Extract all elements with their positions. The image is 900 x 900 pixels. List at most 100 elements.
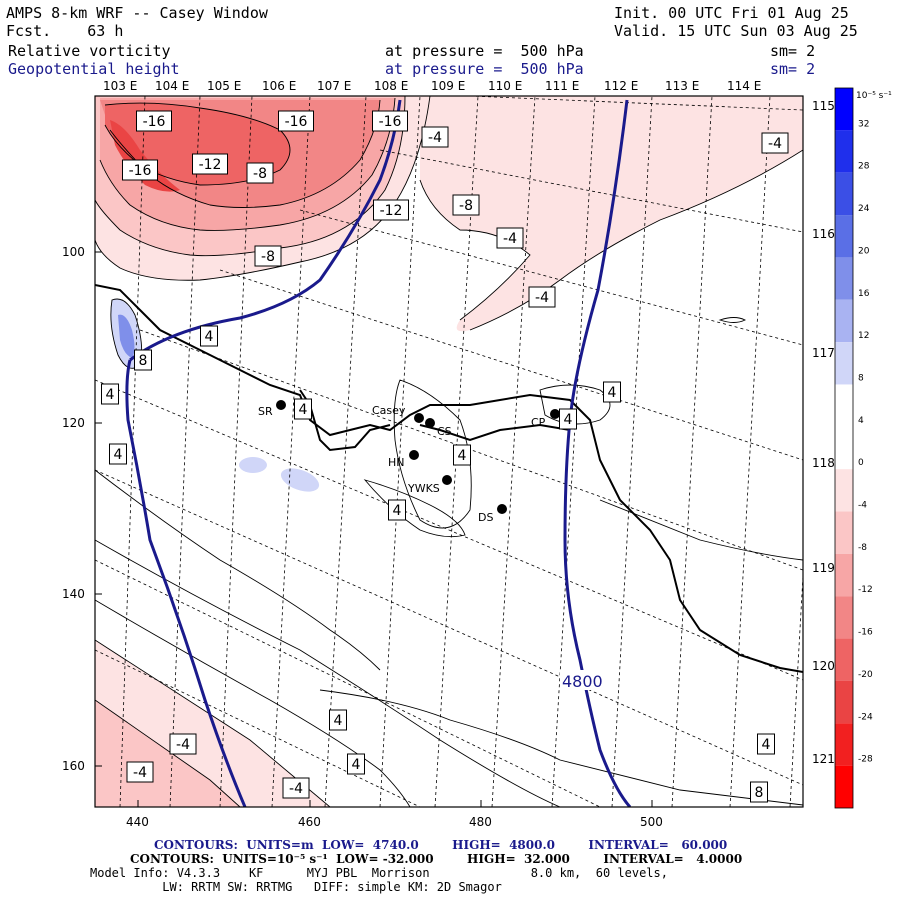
vorticity-label-box [136, 110, 172, 132]
field2-level: at pressure = 500 hPa [385, 60, 584, 78]
colorbar-cell [835, 299, 853, 343]
vorticity-label-box [278, 110, 314, 132]
vorticity-label: 4 [299, 402, 308, 418]
vorticity-label-box [372, 110, 408, 132]
colorbar-unit: 10⁻⁵ s⁻¹ [856, 91, 892, 101]
vorticity-label: -4 [768, 136, 782, 152]
colorbar-cell [835, 426, 853, 470]
map-plot-area: SR Casey CS HN YWKS DS CP 4800 -16 -16 -16… [95, 96, 803, 807]
station-label: Casey [372, 404, 406, 417]
init-time: Init. 00 UTC Fri 01 Aug 25 [614, 4, 849, 22]
vorticity-label: 4 [458, 448, 467, 464]
longitude-label: 112 E [604, 79, 638, 93]
colorbar-cell [835, 638, 853, 681]
colorbar-cell [835, 257, 853, 300]
colorbar-tick-label: -24 [858, 712, 873, 722]
footer-vorticity-contours: CONTOURS: UNITS=10⁻⁵ s⁻¹ LOW= -32.000 HI… [130, 852, 743, 866]
x-grid-ticks: 440 460 480 500 [126, 800, 663, 829]
x-tick-label: 440 [126, 815, 149, 829]
footer-physics: LW: RRTM SW: RRTMG DIFF: simple KM: 2D S… [90, 880, 502, 894]
colorbar-cell [835, 469, 853, 512]
valid-time: Valid. 15 UTC Sun 03 Aug 25 [614, 22, 858, 40]
y-grid-ticks: 100 120 140 160 [62, 245, 102, 773]
vorticity-label-box [603, 381, 621, 403]
colorbar-cell [835, 680, 853, 724]
longitude-label: 104 E [155, 79, 189, 93]
field1-level: at pressure = 500 hPa [385, 42, 584, 60]
y-tick-label: 140 [62, 587, 85, 601]
vorticity-label: -12 [199, 157, 222, 173]
station-ywks-dot [442, 475, 452, 485]
field1-smoothing: sm= 2 [770, 42, 816, 60]
longitude-label: 108 E [374, 79, 408, 93]
colorbar-tick-label: 28 [858, 162, 870, 172]
vorticity-label-box [254, 245, 282, 267]
colorbar-tick-label: 4 [858, 416, 864, 426]
vorticity-label-box [452, 194, 480, 216]
colorbar-tick-label: -16 [858, 628, 873, 638]
longitude-label: 113 E [665, 79, 699, 93]
footer-height-contours: CONTOURS: UNITS=m LOW= 4740.0 HIGH= 4800… [154, 838, 728, 852]
vorticity-label: -8 [459, 198, 473, 214]
y-tick-label: 160 [62, 759, 85, 773]
vorticity-label-box [101, 383, 119, 405]
y-tick-label: 120 [62, 416, 85, 430]
vorticity-label: -16 [129, 163, 152, 179]
station-label: CP [531, 416, 546, 429]
colorbar-cell [835, 384, 853, 427]
vorticity-label-box [134, 349, 152, 371]
station-label: YWKS [407, 482, 440, 495]
longitude-label: 105 E [207, 79, 241, 93]
vorticity-label: 4 [106, 387, 115, 403]
vorticity-label-box [761, 132, 789, 154]
longitude-label: 114 E [727, 79, 761, 93]
vorticity-label-box [169, 733, 197, 755]
colorbar-tick-label: -28 [858, 755, 873, 765]
vorticity-label-box [757, 733, 775, 755]
vorticity-label: 4 [334, 713, 343, 729]
vorticity-label: 4 [393, 503, 402, 519]
station-label: CS [437, 425, 452, 438]
vorticity-label-box [421, 126, 449, 148]
height-contour-label: 4800 [562, 672, 603, 691]
vorticity-label: -4 [176, 737, 190, 753]
forecast-hour: Fcst. 63 h [6, 22, 124, 40]
vorticity-label-box [559, 408, 577, 430]
colorbar-cell [835, 342, 853, 385]
longitude-label: 110 E [488, 79, 522, 93]
vorticity-label-box [388, 499, 406, 521]
vorticity-label-box [109, 443, 127, 465]
vorticity-label: -16 [143, 114, 166, 130]
station-casey-dot [414, 413, 424, 423]
vorticity-label-box [373, 199, 409, 221]
vorticity-label-box [528, 286, 556, 308]
colorbar-tick-label: 24 [858, 204, 870, 214]
colorbar-tick-label: -12 [858, 585, 873, 595]
station-label: SR [258, 405, 273, 418]
vorticity-label: 4 [352, 757, 361, 773]
vorticity-label-group: -16 -16 -16 -16 -12 -8 -12 -8 -8 -4 -4 -4 -4 -4 -4 -4 4 4… [101, 110, 789, 803]
station-hn-dot [409, 450, 419, 460]
vorticity-label-box [750, 781, 768, 803]
vorticity-label: -4 [289, 781, 303, 797]
vorticity-label: -8 [261, 249, 275, 265]
vorticity-label-box [192, 153, 228, 175]
field2-name: Geopotential height [8, 60, 180, 78]
colorbar-cell [835, 596, 853, 639]
colorbar-tick-label: 12 [858, 331, 869, 341]
vorticity-label: 4 [114, 447, 123, 463]
vorticity-label-box [282, 777, 310, 799]
vorticity-label: -12 [380, 203, 403, 219]
vorticity-label: -16 [285, 114, 308, 130]
vorticity-label: 4 [608, 385, 617, 401]
height-contours [125, 99, 632, 807]
vorticity-label: -4 [503, 231, 517, 247]
vorticity-label-box [453, 444, 471, 466]
vorticity-label: 4 [762, 737, 771, 753]
station-cp-dot [550, 409, 560, 419]
longitude-label: 111 E [545, 79, 579, 93]
colorbar-cell [835, 723, 853, 766]
x-tick-label: 460 [298, 815, 321, 829]
positive-vorticity-shading [110, 299, 320, 492]
